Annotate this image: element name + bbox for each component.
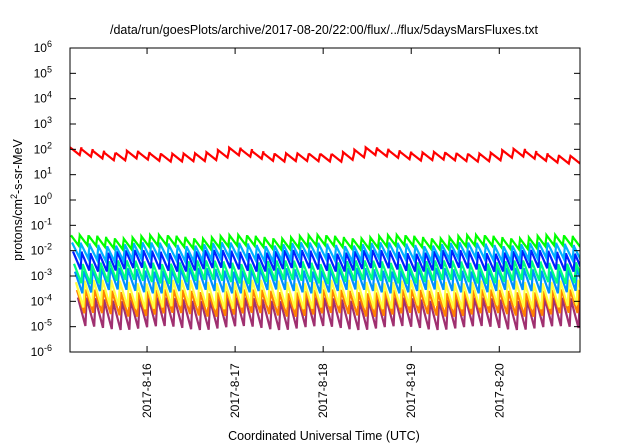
- y-tick-label: 10-5: [31, 318, 52, 334]
- flux-series-line: [74, 279, 580, 310]
- x-axis-label: Coordinated Universal Time (UTC): [228, 429, 420, 443]
- flux-series-line: [71, 249, 580, 273]
- flux-series-line: [73, 267, 580, 294]
- x-tick-label: 2017-8-19: [404, 363, 418, 418]
- y-tick-label: 10-2: [31, 242, 52, 258]
- y-tick-label: 103: [34, 115, 52, 131]
- chart-title: /data/run/goesPlots/archive/2017-08-20/2…: [110, 23, 539, 37]
- flux-series-line: [75, 289, 580, 318]
- x-tick-label: 2017-8-20: [492, 363, 506, 418]
- y-tick-label: 10-4: [31, 292, 52, 308]
- y-tick-label: 105: [34, 64, 52, 80]
- y-tick-label: 104: [34, 90, 52, 106]
- flux-series-line: [76, 297, 580, 331]
- flux-series-line: [70, 145, 580, 166]
- plot-area: [70, 145, 580, 331]
- x-tick-label: 2017-8-18: [316, 363, 330, 418]
- x-axis: 2017-8-16 2017-8-17 2017-8-18 2017-8-19 2017…: [140, 48, 506, 418]
- y-tick-label: 10-3: [31, 267, 52, 283]
- y-axis-label: protons/cm2-s-sr-MeV: [9, 138, 25, 260]
- x-tick-label: 2017-8-17: [228, 363, 242, 418]
- y-tick-label: 101: [34, 166, 52, 182]
- x-tick-label: 2017-8-16: [140, 363, 154, 418]
- y-tick-label: 100: [34, 191, 52, 207]
- flux-series-line: [70, 231, 580, 252]
- flux-series-line: [71, 241, 580, 266]
- y-tick-label: 106: [34, 39, 52, 55]
- y-tick-label: 10-6: [31, 343, 52, 359]
- y-tick-label: 102: [34, 140, 52, 156]
- flux-series-line: [72, 260, 580, 285]
- y-tick-label: 10-1: [31, 216, 52, 232]
